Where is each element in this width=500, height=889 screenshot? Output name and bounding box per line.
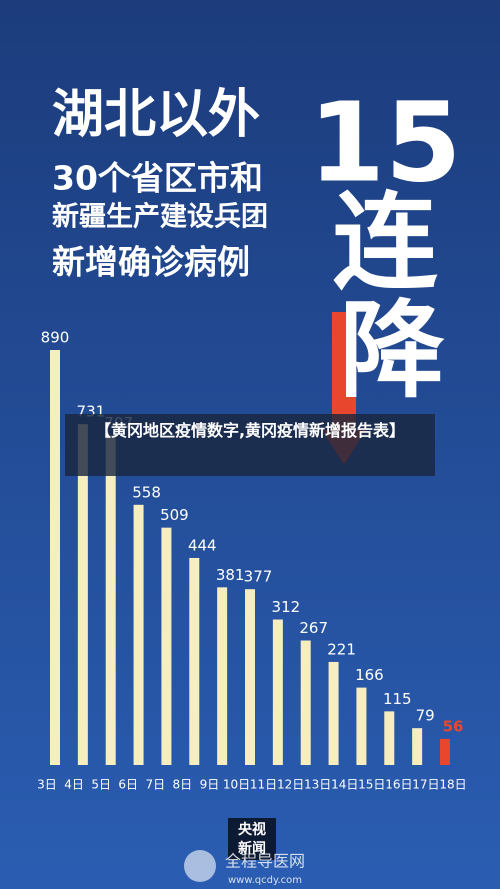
x-tick-label: 4日: [64, 778, 84, 792]
bar: [384, 711, 395, 765]
logo: 央视: [238, 821, 266, 838]
bar: [189, 557, 200, 765]
data-label: 890: [41, 329, 70, 347]
banner-text: 【黄冈地区疫情数字,黄冈疫情新增报告表】: [94, 421, 406, 440]
bar: [272, 619, 283, 765]
x-tick-label: 18日: [439, 778, 466, 792]
watermark-url: www.qcdy.com: [228, 875, 302, 886]
bar: [300, 640, 311, 765]
x-tick-label: 17日: [412, 778, 439, 792]
data-label: 79: [416, 707, 435, 725]
data-label: 377: [244, 568, 273, 586]
data-label: 115: [383, 690, 412, 708]
bar: [412, 728, 423, 765]
banner: 【黄冈地区疫情数字,黄冈疫情新增报告表】: [94, 421, 406, 440]
bar: [161, 527, 172, 765]
data-label: 558: [132, 483, 161, 501]
title-line: 湖北以外: [52, 85, 260, 145]
bar: [328, 661, 339, 765]
x-tick-label: 11日: [250, 778, 277, 792]
data-label: 381: [216, 566, 245, 584]
logo-box: [228, 818, 276, 860]
bar-chart: 8907317075585094443813773122672211661157…: [37, 329, 466, 792]
title-line: 30个省区市和: [52, 159, 263, 198]
title-line: 新疆生产建设兵团: [52, 201, 268, 233]
bar: [440, 738, 450, 765]
headline: 降: [339, 290, 444, 412]
data-label: 166: [355, 666, 384, 684]
x-tick-label: 15日: [358, 778, 385, 792]
x-tick-label: 10日: [223, 778, 250, 792]
x-tick-label: 3日: [37, 778, 57, 792]
x-tick-label: 14日: [331, 778, 358, 792]
bar: [133, 504, 144, 765]
headline: 连: [332, 182, 438, 304]
data-label: 509: [160, 506, 189, 524]
data-label: 312: [272, 598, 301, 616]
x-tick-label: 7日: [145, 778, 165, 792]
watermark-icon: [184, 850, 216, 882]
headline: 15: [308, 78, 461, 206]
x-tick-label: 9日: [200, 778, 220, 792]
bar: [77, 424, 88, 765]
data-label: 444: [188, 536, 217, 554]
x-tick-label: 13日: [304, 778, 331, 792]
bar: [105, 435, 116, 765]
data-label: 267: [299, 619, 328, 637]
x-tick-label: 6日: [118, 778, 138, 792]
bar: [50, 350, 60, 765]
logo: 新闻: [238, 840, 266, 857]
title-line: 新增确诊病例: [52, 243, 250, 282]
bar: [217, 587, 228, 765]
x-tick-label: 5日: [91, 778, 111, 792]
data-label: 221: [327, 640, 356, 658]
x-tick-label: 8日: [173, 778, 193, 792]
x-tick-label: 12日: [277, 778, 304, 792]
banner-bg: [65, 414, 435, 476]
watermark-name: 全程导医网: [225, 852, 305, 871]
title: 湖北以外 30个省区市和 新疆生产建设兵团 新增确诊病例 15 连 降: [52, 78, 462, 465]
x-tick-label: 16日: [385, 778, 412, 792]
bar: [356, 687, 367, 765]
bar: [245, 589, 255, 765]
data-label: 56: [443, 717, 464, 735]
